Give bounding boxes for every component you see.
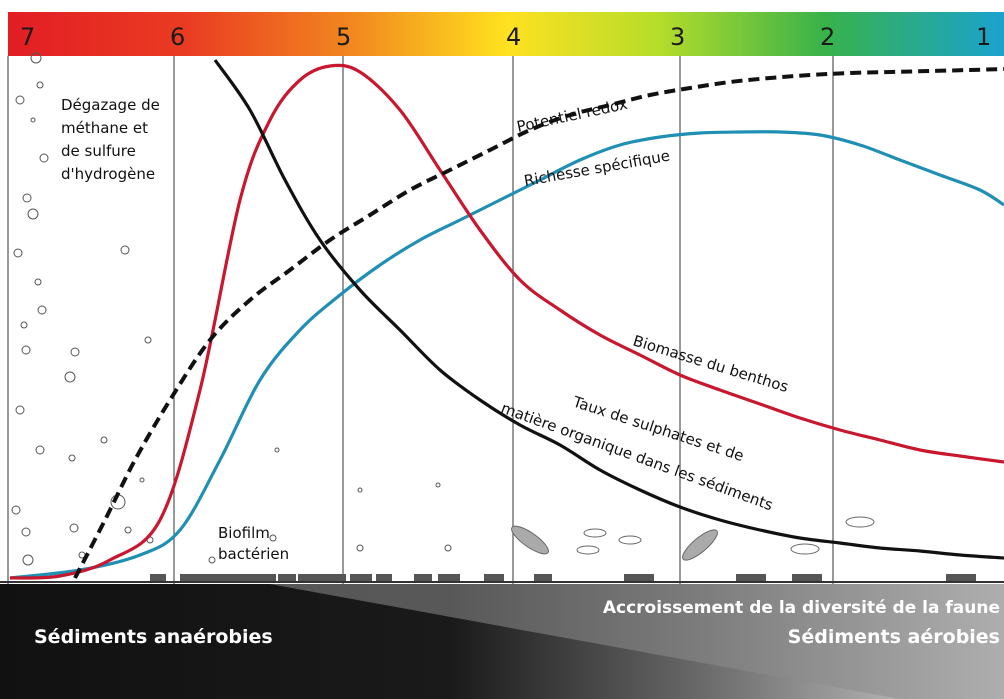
faune-diversity-label: Accroissement de la diversité de la faun… [603,598,1000,618]
biomasse-benthos-curve [9,63,1004,580]
potentiel-redox-label: Potentiel redox [515,95,629,136]
fish-icon [682,529,718,561]
zone-number-3: 3 [670,23,685,51]
redox-color-scale [8,12,1004,56]
fish-icon [583,528,607,538]
sediments-anaerobies-label: Sédiments anaérobies [34,626,273,648]
sediments-aerobies-label: Sédiments aérobies [788,626,1000,648]
zone-numbers: 7 6 5 4 3 2 1 [20,23,991,51]
sulphates-curve [213,59,1004,560]
gas-release-label: Dégazage de méthane et de sulfure d'hydr… [61,96,165,183]
aerobic-sediment-wedge [270,584,1004,699]
biofilm-mats [150,574,976,582]
zone-number-5: 5 [336,23,351,51]
gas-bubbles [11,52,452,566]
zone-number-1: 1 [976,23,991,51]
zone-number-6: 6 [170,23,185,51]
potentiel-redox-curve [73,67,1004,579]
fish-icon [790,543,820,555]
fish-icon [511,525,549,555]
fish-icon [576,545,600,555]
fish-icon [845,516,875,528]
zone-number-7: 7 [20,23,35,51]
fish-icon [618,535,642,545]
zone-number-2: 2 [820,23,835,51]
biofilm-label: Biofilm bactérien [218,524,289,563]
zone-dividers [7,56,834,584]
richesse-specifique-curve [9,130,1004,580]
fish-icons [511,516,875,561]
zone-number-4: 4 [506,23,521,51]
